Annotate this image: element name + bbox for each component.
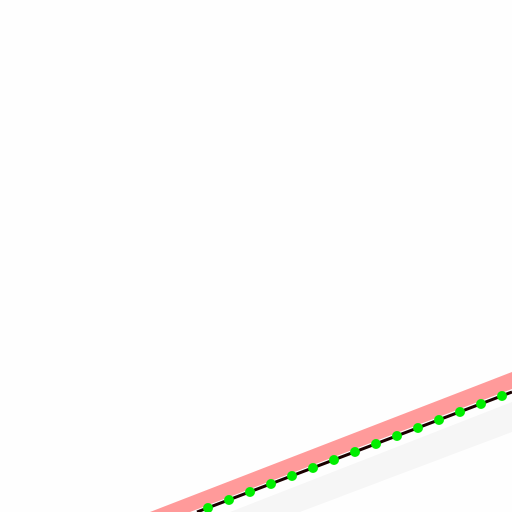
waypoint xyxy=(476,399,486,409)
waypoint xyxy=(455,407,465,417)
waypoint xyxy=(371,439,381,449)
shadow-band xyxy=(230,402,512,512)
waypoint xyxy=(413,423,423,433)
waypoint xyxy=(434,415,444,425)
highlight-band xyxy=(150,372,512,512)
waypoint xyxy=(497,391,507,401)
waypoint xyxy=(287,471,297,481)
waypoint xyxy=(203,503,213,512)
waypoint xyxy=(266,479,276,489)
waypoint xyxy=(224,495,234,505)
waypoint xyxy=(329,455,339,465)
waypoint xyxy=(350,447,360,457)
waypoint xyxy=(308,463,318,473)
waypoints xyxy=(203,391,507,512)
waypoint xyxy=(245,487,255,497)
waypoint xyxy=(392,431,402,441)
